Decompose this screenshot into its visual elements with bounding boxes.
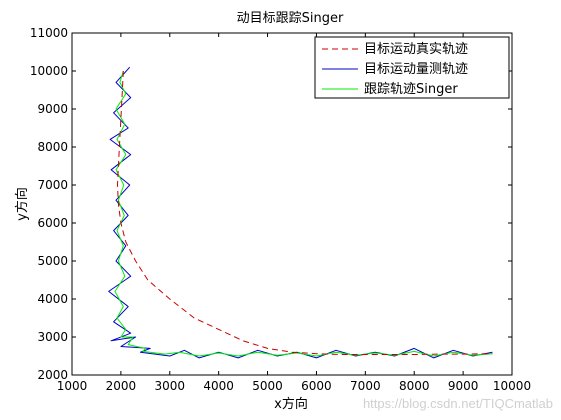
legend-label-true: 目标运动真实轨迹 bbox=[364, 42, 468, 57]
x-tick-label: 9000 bbox=[448, 379, 479, 393]
series-measured-trajectory bbox=[108, 66, 493, 359]
x-axis-label: x方向 bbox=[274, 396, 308, 412]
y-tick-label: 11000 bbox=[30, 26, 68, 40]
x-tick-label: 1000 bbox=[57, 379, 88, 393]
y-tick-label: 4000 bbox=[37, 292, 68, 306]
legend-label-measured: 目标运动量测轨迹 bbox=[364, 62, 468, 77]
x-tick-label: 7000 bbox=[350, 379, 381, 393]
x-tick-label: 2000 bbox=[106, 379, 137, 393]
y-tick-label: 8000 bbox=[37, 140, 68, 154]
y-tick-label: 6000 bbox=[37, 216, 68, 230]
y-tick-label: 10000 bbox=[30, 64, 68, 78]
y-axis: 2000 3000 4000 5000 6000 7000 8000 9000 10000 110… bbox=[30, 26, 512, 382]
legend-label-singer: 跟踪轨迹Singer bbox=[364, 82, 458, 97]
y-tick-label: 5000 bbox=[37, 254, 68, 268]
x-tick-label: 10000 bbox=[493, 379, 531, 393]
series-singer-tracking bbox=[114, 70, 493, 357]
series-true-trajectory bbox=[117, 70, 493, 355]
y-tick-label: 2000 bbox=[37, 368, 68, 382]
x-tick-label: 6000 bbox=[301, 379, 332, 393]
x-tick-label: 3000 bbox=[155, 379, 186, 393]
chart-title: 动目标跟踪Singer bbox=[237, 11, 344, 26]
x-tick-label: 5000 bbox=[252, 379, 283, 393]
x-axis: 1000 2000 3000 4000 5000 6000 7000 8000 9000 1000… bbox=[57, 33, 531, 393]
y-axis-label: y方向 bbox=[14, 187, 30, 221]
series-group bbox=[108, 66, 493, 359]
y-tick-label: 9000 bbox=[37, 102, 68, 116]
y-tick-label: 3000 bbox=[37, 330, 68, 344]
legend: 目标运动真实轨迹 目标运动量测轨迹 跟踪轨迹Singer bbox=[314, 36, 510, 99]
y-tick-label: 7000 bbox=[37, 178, 68, 192]
x-tick-label: 4000 bbox=[203, 379, 234, 393]
watermark-text: https://blog.csdn.net/TIQCmatlab bbox=[363, 396, 553, 411]
x-tick-label: 8000 bbox=[399, 379, 430, 393]
legend-box bbox=[314, 36, 510, 99]
